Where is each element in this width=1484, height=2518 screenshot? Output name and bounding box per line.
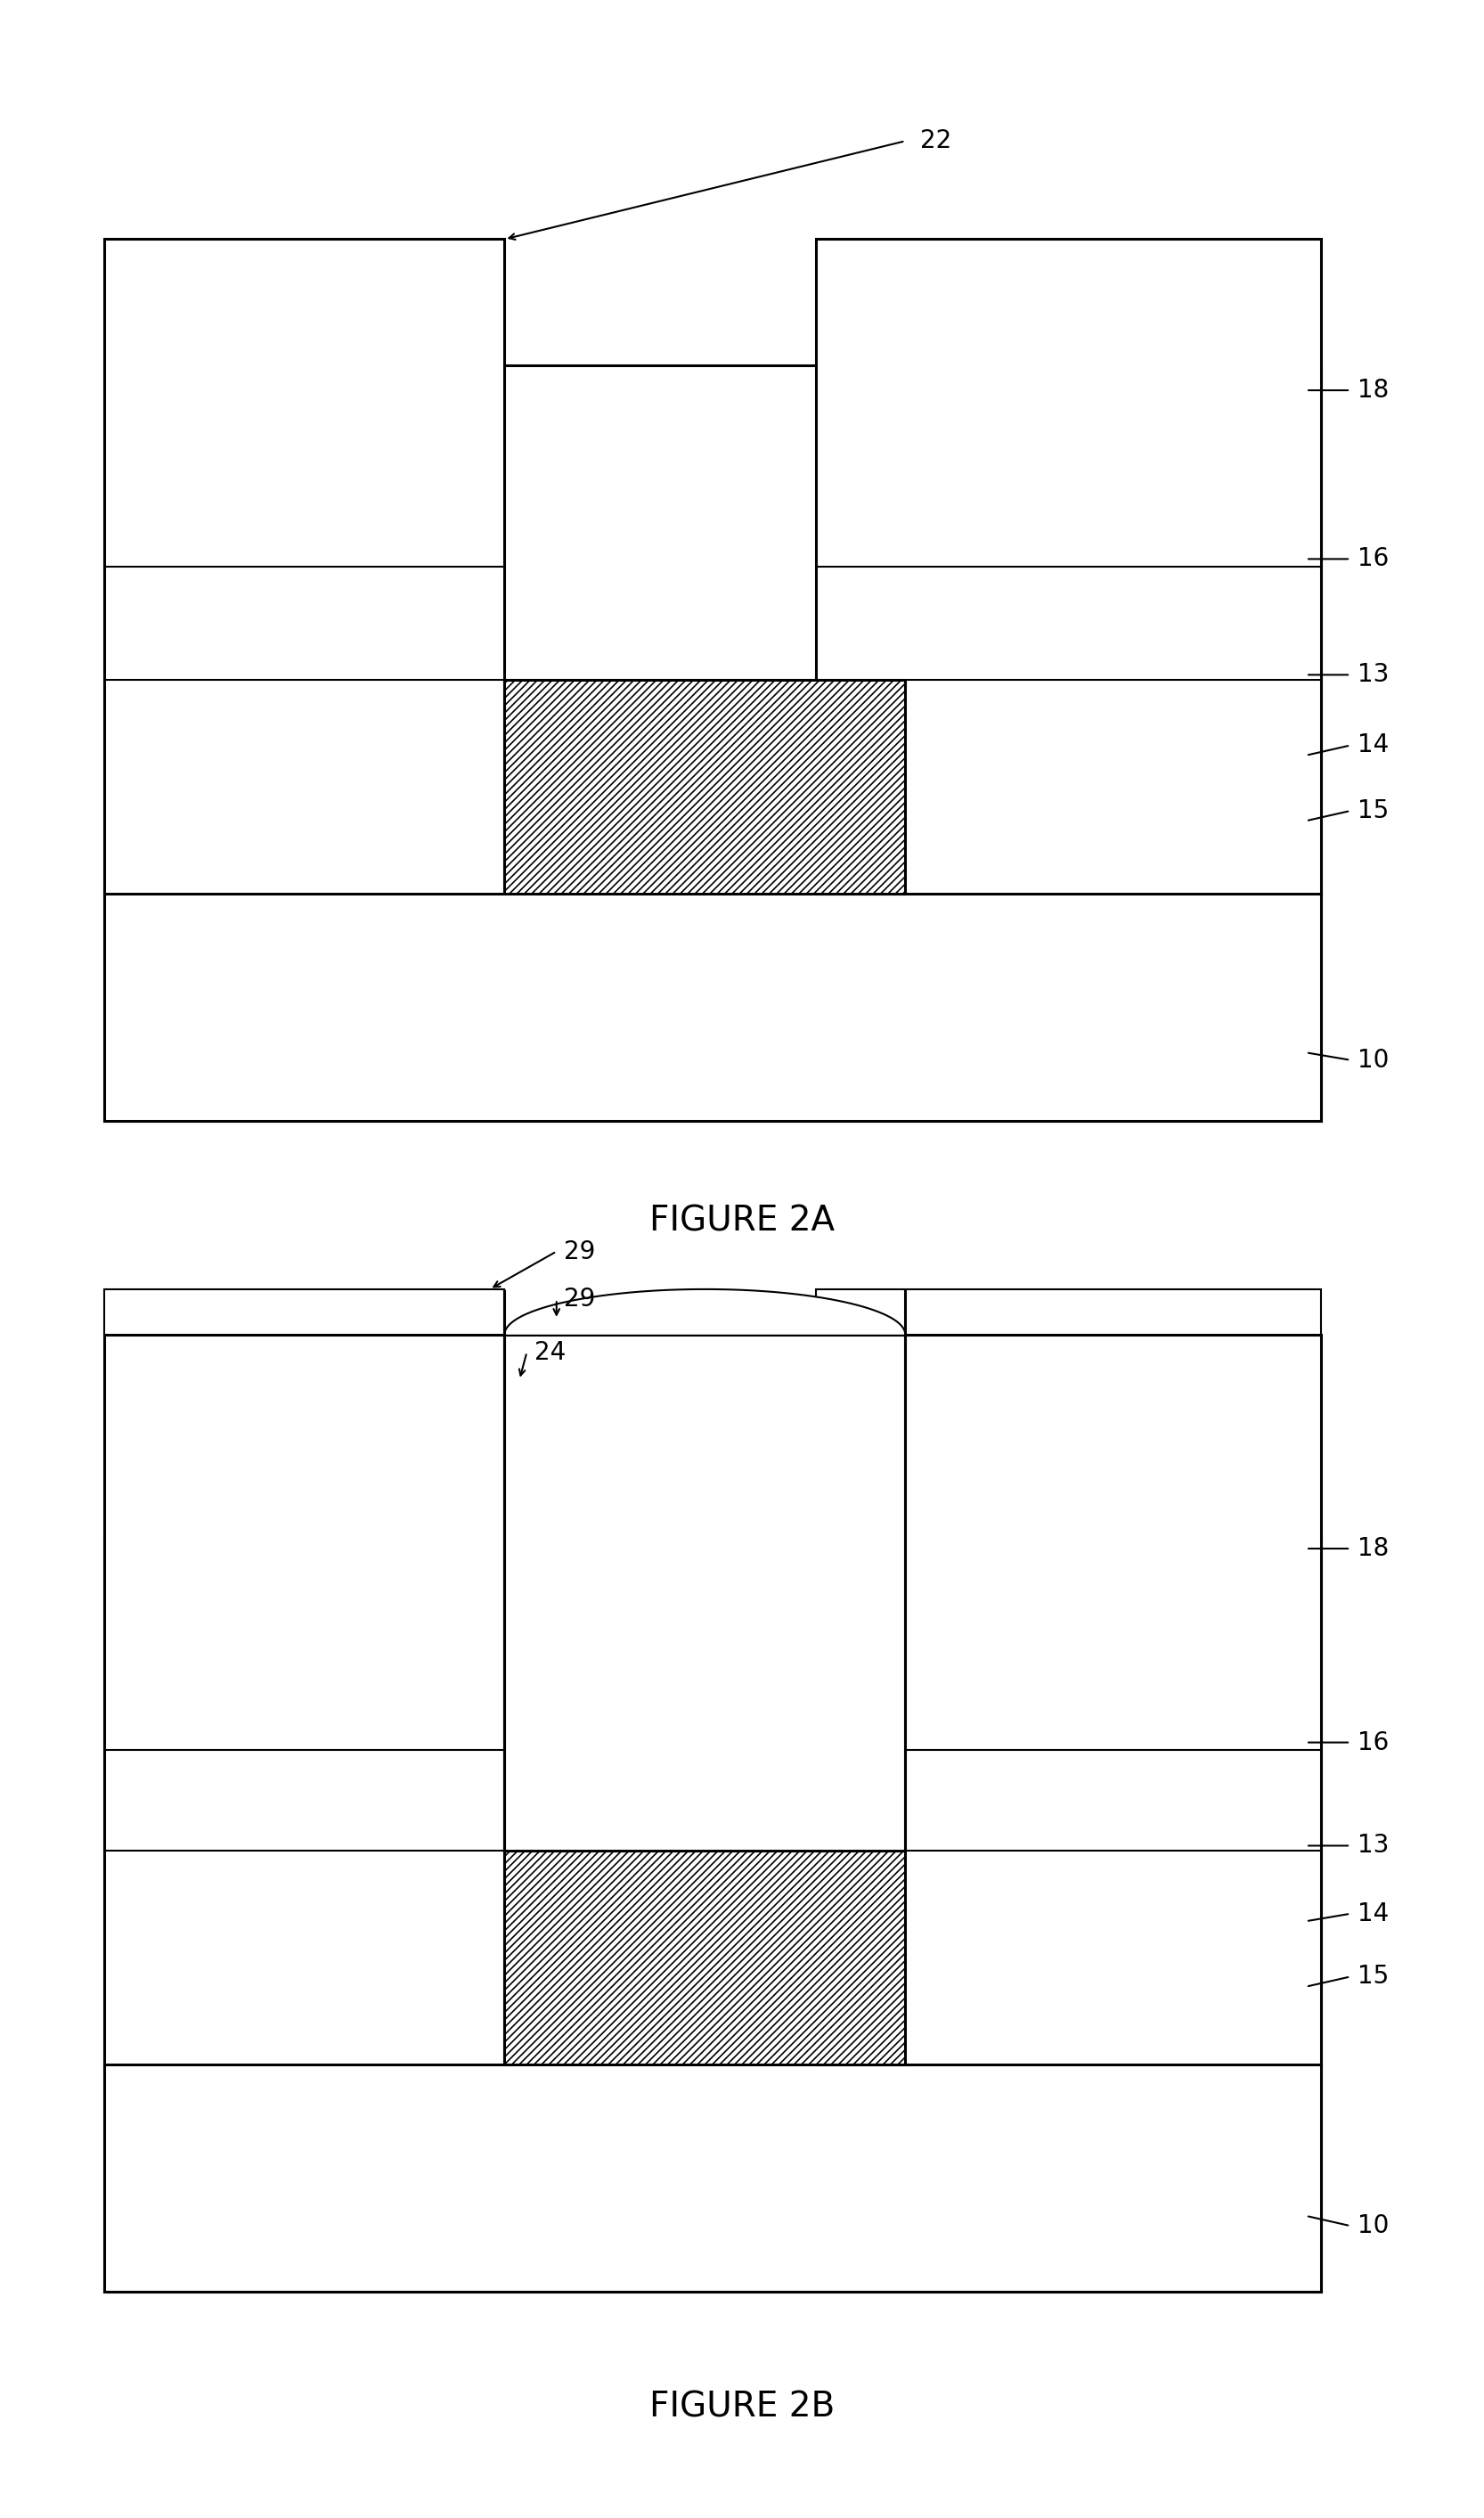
Bar <box>104 365 1321 1121</box>
Bar <box>104 1289 505 1335</box>
Bar <box>816 239 1321 894</box>
Text: 10: 10 <box>1358 1047 1389 1073</box>
Text: 22: 22 <box>920 128 951 154</box>
Bar <box>505 680 905 894</box>
Text: 14: 14 <box>1358 733 1389 758</box>
Text: 13: 13 <box>1358 1833 1389 1858</box>
Text: 13: 13 <box>1358 662 1389 687</box>
Polygon shape <box>505 1289 905 1335</box>
Bar <box>104 1536 1321 2291</box>
Bar <box>816 1289 1321 1335</box>
Text: 29: 29 <box>564 1287 595 1312</box>
Text: 18: 18 <box>1358 378 1389 403</box>
Bar <box>104 1335 505 2065</box>
Bar <box>104 2065 1321 2291</box>
Text: 14: 14 <box>1358 1901 1389 1926</box>
Bar <box>104 239 505 894</box>
Text: 16: 16 <box>1358 1730 1389 1755</box>
Text: 18: 18 <box>1358 1536 1389 1561</box>
Text: 24: 24 <box>534 1340 565 1365</box>
Text: 15: 15 <box>1358 798 1389 823</box>
Bar <box>816 1335 1321 2065</box>
Text: 29: 29 <box>564 1239 595 1264</box>
Text: 16: 16 <box>1358 546 1389 572</box>
Text: 15: 15 <box>1358 1964 1389 1989</box>
Bar <box>505 1851 905 2065</box>
Text: FIGURE 2B: FIGURE 2B <box>649 2390 834 2425</box>
Bar <box>505 1335 905 1851</box>
Text: FIGURE 2A: FIGURE 2A <box>650 1204 834 1239</box>
Text: 10: 10 <box>1358 2213 1389 2239</box>
Bar <box>104 894 1321 1121</box>
